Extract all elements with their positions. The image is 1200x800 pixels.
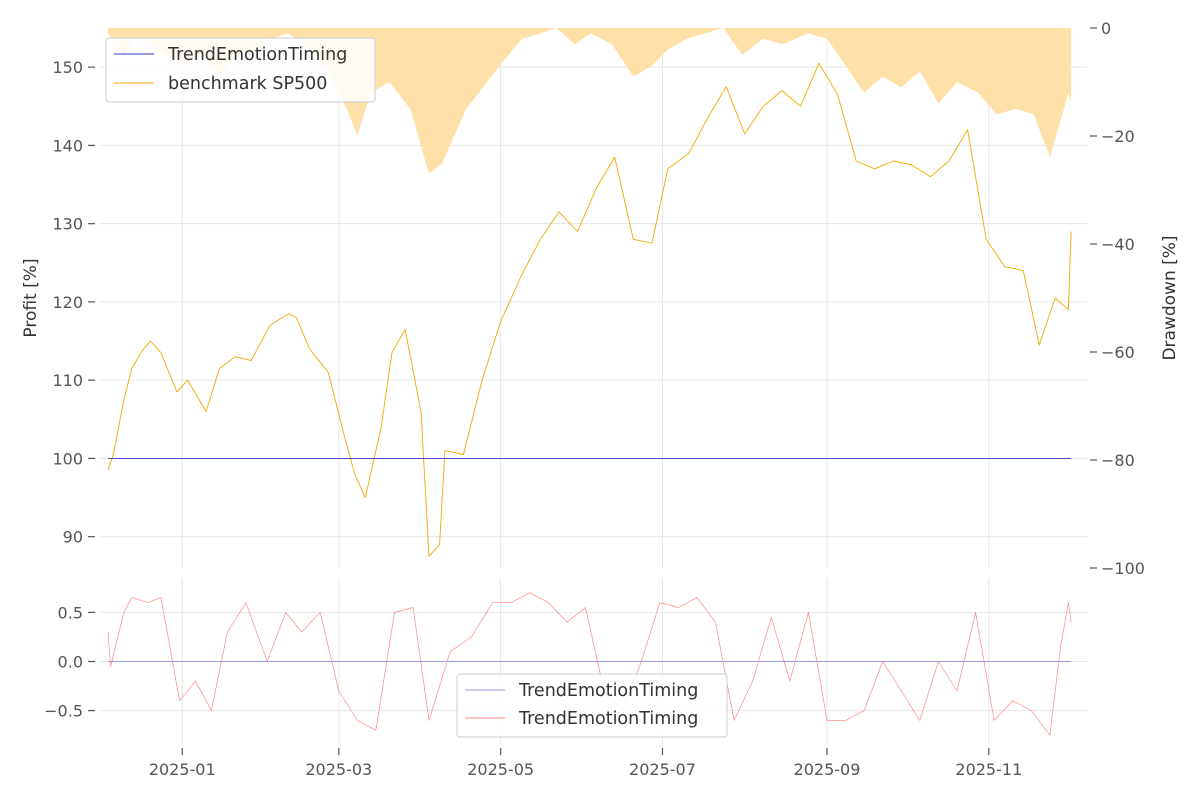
top-panel-grid <box>100 28 1087 568</box>
signal-lines-layer <box>107 592 1072 736</box>
tick-label-signal-0: 0.0 <box>58 653 83 672</box>
bottom-legend: TrendEmotionTiming TrendEmotionTiming <box>456 673 728 738</box>
legend-label-position: TrendEmotionTiming <box>518 681 698 701</box>
tick-label-x-2025-05: 2025-05 <box>467 760 534 779</box>
tick-label-profit-110: 110 <box>52 371 83 390</box>
tick-label-profit-140: 140 <box>52 136 83 155</box>
y-axis-label-profit: Profit [%] <box>21 258 41 337</box>
tick-label-drawdown--60: −60 <box>1101 343 1135 362</box>
tick-label-signal-0.5: 0.5 <box>58 603 83 622</box>
tick-label-x-2025-07: 2025-07 <box>629 760 696 779</box>
tick-label-profit-130: 130 <box>52 215 83 234</box>
tick-label-profit-150: 150 <box>52 58 83 77</box>
top-legend: TrendEmotionTiming benchmark SP500 <box>105 37 376 103</box>
legend-label-benchmark: benchmark SP500 <box>168 74 327 94</box>
tick-label-profit-90: 90 <box>63 528 83 547</box>
line-benchmark-sp500 <box>107 62 1072 557</box>
y-axis-label-drawdown: Drawdown [%] <box>1160 235 1180 360</box>
tick-label-profit-100: 100 <box>52 449 83 468</box>
tick-label-profit-120: 120 <box>52 293 83 312</box>
tick-label-x-2025-03: 2025-03 <box>305 760 372 779</box>
tick-label-x-2025-09: 2025-09 <box>794 760 861 779</box>
legend-label-signal: TrendEmotionTiming <box>518 709 698 729</box>
tick-label-drawdown--80: −80 <box>1101 451 1135 470</box>
tick-label-drawdown-0: 0 <box>1101 19 1111 38</box>
tick-label-drawdown--40: −40 <box>1101 235 1135 254</box>
tick-label-x-2025-01: 2025-01 <box>149 760 216 779</box>
tick-label-signal--0.5: −0.5 <box>44 702 83 721</box>
legend-label-strategy: TrendEmotionTiming <box>167 45 347 65</box>
tick-label-drawdown--100: −100 <box>1101 559 1145 578</box>
line-strategy-signal <box>107 592 1072 736</box>
tick-label-x-2025-11: 2025-11 <box>955 760 1022 779</box>
tick-label-drawdown--20: −20 <box>1101 127 1135 146</box>
profit-lines-layer <box>107 62 1072 557</box>
axis-ticks-layer: 90 100 110 120 130 140 150 0 −20 −40 −60 −80 −100 0.5… <box>44 19 1145 779</box>
